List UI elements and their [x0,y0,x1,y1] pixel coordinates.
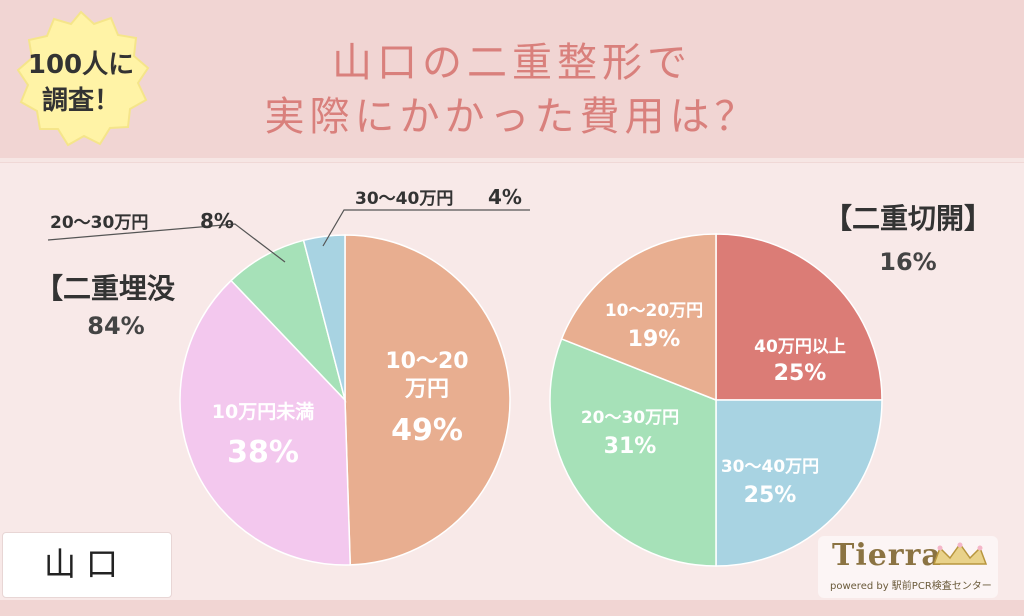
page-title-line2: 実際にかかった費用は？ [264,94,760,140]
pie2-label-3: 10〜20万円 [605,301,703,321]
pie2-pct-0: 25% [774,361,827,386]
badge-line2: 調査！ [41,86,120,116]
crown-icon [932,542,988,565]
badge-line1: 100人に [27,50,135,80]
pie2-subtitle: 16% [879,248,936,276]
pie1-pct-0: 49% [391,413,463,448]
pie1-slice-0 [344,234,511,566]
pie1-pct-2: 8% [200,209,234,233]
tierra-logo [818,536,998,598]
pie1-pct-1: 38% [227,435,299,470]
header-band [0,0,1024,158]
logo-subtitle: powered by 駅前PCR検査センター [830,581,992,592]
pie1-title: 【二重埋没 [35,272,175,305]
pie2-pct-3: 19% [628,327,681,352]
region-box [2,532,172,598]
pie1-label-0-line2: 万円 [404,377,449,402]
pie2-label-1: 30〜40万円 [721,457,819,477]
pie1-label-3: 30〜40万円 [355,189,453,209]
pie2-label-2: 20〜30万円 [581,408,679,428]
badge-burst [16,10,150,147]
pie1-subtitle: 84% [87,312,144,340]
pie2-pct-1: 25% [744,483,797,508]
pie2-title: 【二重切開】 [824,202,992,235]
pie1-pct-3: 4% [488,185,522,209]
pie1-label-2: 20〜30万円 [50,213,148,233]
pie2-pct-2: 31% [604,434,657,459]
page-title-line1: 山口の二重整形で [332,40,692,86]
pie2-slice-2 [549,337,717,567]
pie1-slice-3 [302,234,346,401]
pie1-label-0-line1: 10〜20 [385,349,468,374]
pie1-slice-1 [179,279,352,566]
pie1-leader-2 [47,223,286,263]
pie1-leader-3 [322,209,530,247]
region-label: 山口 [43,545,128,583]
pie2-label-0: 40万円以上 [754,337,846,357]
pie1-label-1: 10万円未満 [212,400,314,423]
pie2-slice-1 [715,399,883,567]
survey-badge [16,10,150,147]
pie2-slice-0 [715,233,883,401]
logo-wordmark: Tierra [832,538,942,573]
pie2-slice-3 [560,233,717,402]
footer-band [0,600,1024,616]
